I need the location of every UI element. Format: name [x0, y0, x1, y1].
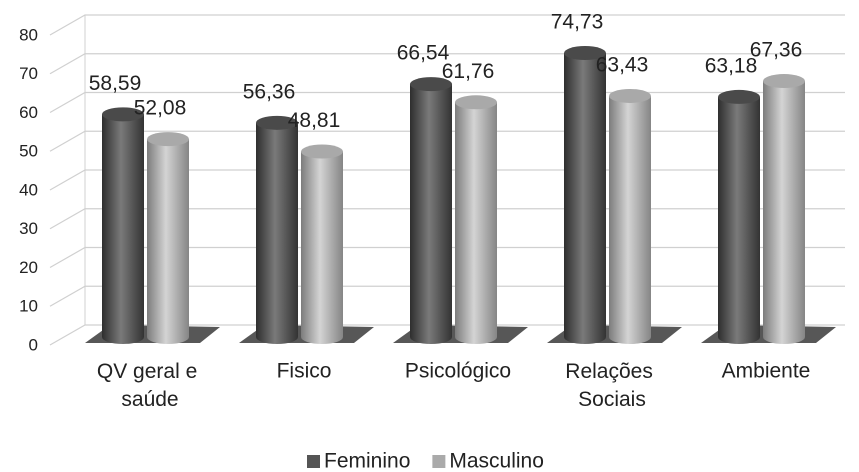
x-tick-label: Ambiente: [722, 360, 811, 383]
y-tick-label: 80: [19, 25, 38, 44]
value-label: 58,59: [89, 72, 142, 95]
legend-swatch: [307, 455, 320, 468]
bar-bottom: [609, 330, 651, 344]
value-label: 74,73: [551, 11, 604, 34]
bar-body: [410, 84, 452, 337]
bar-bottom: [410, 330, 452, 344]
value-label: 63,43: [596, 54, 649, 77]
bar: [718, 89, 760, 344]
y-tick-label: 0: [29, 335, 38, 354]
bar-body: [718, 96, 760, 337]
bar: [147, 132, 189, 344]
value-label: 56,36: [243, 80, 296, 103]
value-label: 63,18: [705, 54, 758, 77]
bar: [455, 95, 497, 344]
bar-top: [564, 46, 606, 61]
x-tick-label: QV geral e saúde: [97, 360, 203, 411]
x-tick-label: Fisico: [277, 360, 332, 383]
y-tick-label: 60: [19, 103, 38, 122]
x-tick-label: Relações Sociais: [565, 360, 658, 411]
bar-top: [410, 77, 452, 92]
bar-body: [102, 114, 144, 337]
y-tick-label: 50: [19, 142, 38, 161]
bar-top: [609, 88, 651, 103]
bar-top: [301, 144, 343, 159]
bar-bottom: [718, 330, 760, 344]
bar-body: [256, 122, 298, 337]
y-tick-label: 70: [19, 64, 38, 83]
y-tick-label: 10: [19, 297, 38, 316]
x-tick-label: Psicológico: [405, 360, 511, 383]
bar-bottom: [763, 330, 805, 344]
bar-top: [256, 115, 298, 130]
grid-line: [49, 14, 845, 36]
legend-label: Feminino: [324, 450, 410, 472]
y-tick-label: 40: [19, 180, 38, 199]
bar: [410, 77, 452, 344]
bar-bottom: [256, 330, 298, 344]
bar-top: [718, 89, 760, 104]
legend-swatch: [432, 455, 446, 468]
value-label: 61,76: [442, 60, 495, 83]
bar-body: [609, 95, 651, 337]
bar: [102, 107, 144, 344]
bar-top: [147, 132, 189, 147]
bar-bottom: [564, 330, 606, 344]
bar-bottom: [147, 330, 189, 344]
bar-bottom: [102, 330, 144, 344]
bar-body: [147, 139, 189, 337]
bar: [301, 144, 343, 344]
value-label: 67,36: [750, 39, 803, 62]
bar-bottom: [301, 330, 343, 344]
bar-body: [564, 53, 606, 337]
bar-body: [455, 102, 497, 337]
value-label: 48,81: [288, 109, 341, 132]
bar: [256, 115, 298, 344]
bar-body: [301, 151, 343, 337]
bar: [609, 88, 651, 344]
value-label: 52,08: [134, 97, 187, 120]
bar-top: [455, 95, 497, 110]
bar-body: [763, 81, 805, 337]
bar-top: [102, 107, 144, 122]
legend-label: Masculino: [449, 450, 544, 472]
bar: [564, 46, 606, 344]
bar: [763, 74, 805, 344]
value-label: 66,54: [397, 42, 450, 65]
y-tick-label: 20: [19, 258, 38, 277]
y-tick-label: 30: [19, 219, 38, 238]
bar-top: [763, 74, 805, 89]
bar-bottom: [455, 330, 497, 344]
